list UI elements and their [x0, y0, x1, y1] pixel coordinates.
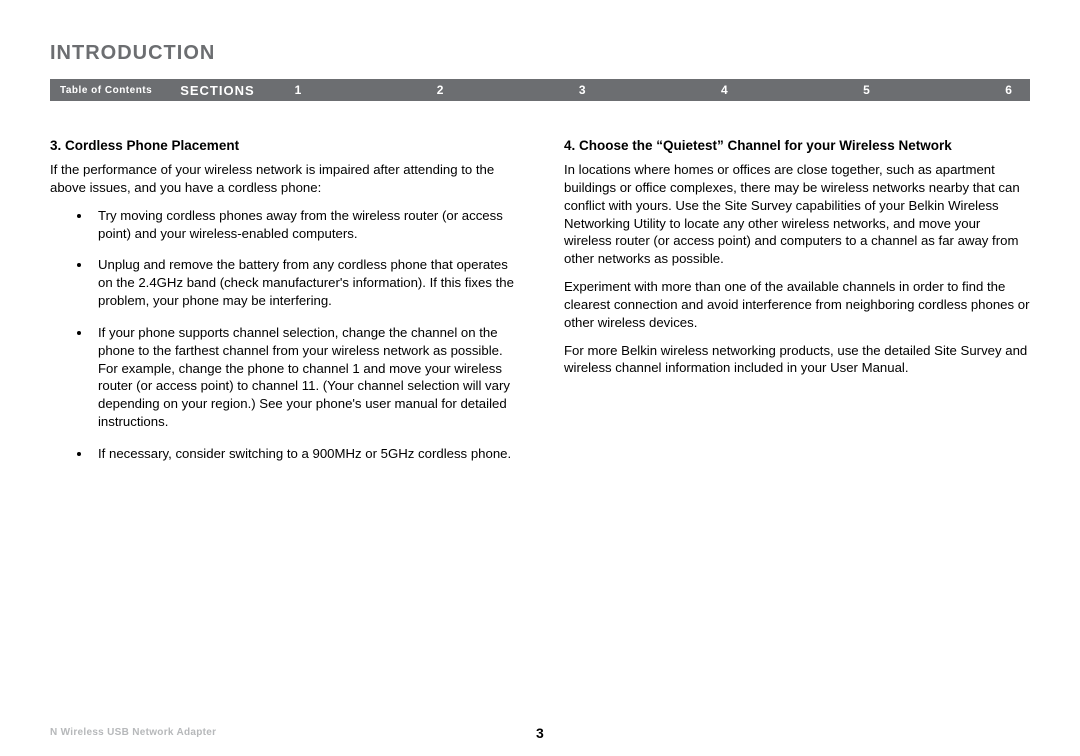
- list-item: Unplug and remove the battery from any c…: [92, 256, 516, 309]
- section-link-2[interactable]: 2: [437, 83, 444, 97]
- list-item: If necessary, consider switching to a 90…: [92, 445, 516, 463]
- toc-link[interactable]: Table of Contents: [60, 85, 152, 96]
- page-number: 3: [536, 725, 544, 741]
- section-link-5[interactable]: 5: [863, 83, 870, 97]
- bullet-list: Try moving cordless phones away from the…: [50, 207, 516, 463]
- body-paragraph: For more Belkin wireless networking prod…: [564, 342, 1030, 378]
- product-name: N Wireless USB Network Adapter: [50, 727, 216, 738]
- page-title: INTRODUCTION: [50, 42, 1030, 65]
- section-heading-4: 4. Choose the “Quietest” Channel for you…: [564, 137, 1030, 155]
- section-link-3[interactable]: 3: [579, 83, 586, 97]
- section-link-4[interactable]: 4: [721, 83, 728, 97]
- page-footer: N Wireless USB Network Adapter 3: [50, 727, 1030, 738]
- intro-paragraph: If the performance of your wireless netw…: [50, 161, 516, 197]
- section-numbers: 1 2 3 4 5 6: [295, 83, 1030, 97]
- body-paragraph: Experiment with more than one of the ava…: [564, 278, 1030, 331]
- sections-nav-bar: Table of Contents SECTIONS 1 2 3 4 5 6: [50, 79, 1030, 101]
- left-column: 3. Cordless Phone Placement If the perfo…: [50, 137, 516, 477]
- content-area: 3. Cordless Phone Placement If the perfo…: [50, 137, 1030, 477]
- section-link-6[interactable]: 6: [1005, 83, 1012, 97]
- list-item: If your phone supports channel selection…: [92, 324, 516, 431]
- list-item: Try moving cordless phones away from the…: [92, 207, 516, 243]
- section-link-1[interactable]: 1: [295, 83, 302, 97]
- section-heading-3: 3. Cordless Phone Placement: [50, 137, 516, 155]
- sections-label: SECTIONS: [180, 83, 254, 98]
- right-column: 4. Choose the “Quietest” Channel for you…: [564, 137, 1030, 477]
- body-paragraph: In locations where homes or offices are …: [564, 161, 1030, 268]
